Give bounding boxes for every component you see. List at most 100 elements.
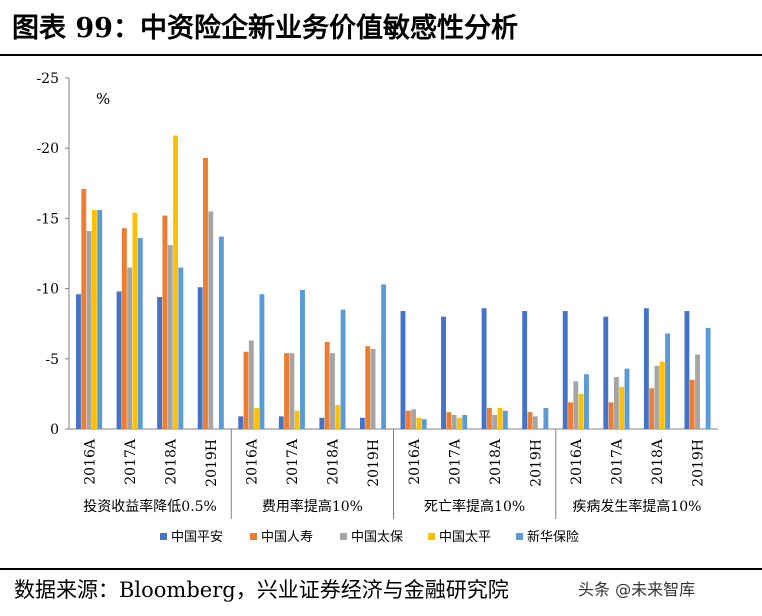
bar bbox=[203, 158, 208, 429]
bar bbox=[278, 416, 284, 429]
y-tick-label: -5 bbox=[45, 352, 59, 368]
bar bbox=[492, 414, 498, 429]
bar bbox=[197, 287, 203, 429]
bar bbox=[608, 402, 614, 429]
labels-layer: -25 -20 -15 -10 -5 0% 2016A 2017A 2018A 2019H 投资收益… bbox=[36, 71, 706, 515]
title-rule bbox=[0, 54, 762, 56]
category-label: 2019H bbox=[204, 439, 220, 487]
bar bbox=[568, 402, 573, 429]
bar bbox=[497, 407, 503, 429]
legend-label: 中国太平 bbox=[439, 530, 491, 545]
bar bbox=[284, 353, 290, 429]
category-label: 2019H bbox=[691, 439, 707, 487]
source-rule bbox=[0, 568, 762, 570]
bar bbox=[289, 353, 295, 429]
bar bbox=[462, 414, 468, 429]
bar bbox=[502, 410, 508, 429]
bar bbox=[654, 365, 660, 429]
group-label: 投资收益率降低0.5% bbox=[83, 498, 217, 515]
bar bbox=[91, 209, 97, 429]
bar bbox=[446, 412, 452, 429]
bar bbox=[603, 316, 609, 429]
legend-swatch bbox=[340, 533, 347, 540]
watermark: 头条 @未来智库 bbox=[578, 580, 696, 599]
category-label: 2017A bbox=[285, 438, 301, 485]
bar bbox=[162, 215, 168, 429]
bar bbox=[178, 267, 184, 429]
legend-swatch bbox=[250, 533, 257, 540]
bar bbox=[643, 308, 649, 429]
y-tick-label: -20 bbox=[36, 141, 59, 157]
bar bbox=[421, 419, 427, 429]
legend-label: 中国人寿 bbox=[261, 530, 313, 545]
category-label: 2016A bbox=[245, 438, 261, 485]
bar bbox=[238, 416, 244, 429]
group-label: 疾病发生率提高10% bbox=[572, 498, 701, 515]
bar bbox=[324, 341, 330, 429]
y-tick-label: -10 bbox=[36, 282, 59, 298]
bar bbox=[81, 188, 87, 429]
bar bbox=[370, 348, 376, 429]
bar bbox=[259, 294, 265, 429]
bar bbox=[619, 386, 625, 429]
legend-swatch bbox=[160, 533, 167, 540]
bar bbox=[340, 309, 346, 429]
bar bbox=[486, 407, 492, 429]
bar bbox=[705, 327, 711, 429]
bar bbox=[532, 416, 538, 429]
bar bbox=[573, 381, 579, 429]
y-tick-label: 0 bbox=[50, 422, 59, 438]
bar bbox=[248, 340, 254, 429]
bar bbox=[116, 291, 122, 429]
bar bbox=[335, 405, 341, 429]
bar bbox=[695, 354, 700, 429]
y-tick-label: -15 bbox=[36, 211, 59, 227]
unit-label: % bbox=[96, 90, 110, 108]
group-label: 费用率提高10% bbox=[262, 498, 363, 515]
bar bbox=[97, 209, 103, 429]
bar bbox=[405, 410, 411, 429]
bar bbox=[330, 353, 335, 429]
bar bbox=[167, 245, 173, 429]
bar bbox=[254, 407, 260, 429]
bar bbox=[578, 393, 584, 429]
category-label: 2017A bbox=[610, 438, 626, 485]
bar bbox=[381, 284, 387, 429]
bar bbox=[624, 368, 630, 429]
bar bbox=[451, 414, 457, 429]
bar bbox=[173, 135, 178, 429]
bar bbox=[522, 311, 528, 429]
bar bbox=[684, 311, 690, 429]
category-label: 2019H bbox=[529, 439, 545, 487]
legend-label: 中国平安 bbox=[171, 530, 223, 545]
bar bbox=[359, 417, 365, 429]
figure-title: 图表 99：中资险企新业务价值敏感性分析 bbox=[12, 13, 518, 44]
category-label: 2018A bbox=[650, 438, 666, 485]
bar bbox=[137, 238, 143, 429]
bar bbox=[243, 351, 249, 429]
category-label: 2016A bbox=[82, 438, 98, 485]
bar bbox=[294, 410, 300, 429]
bar bbox=[218, 236, 224, 429]
bar bbox=[527, 412, 533, 429]
category-label: 2016A bbox=[407, 438, 423, 485]
legend-label: 新华保险 bbox=[527, 529, 579, 545]
bar bbox=[411, 409, 417, 429]
bar bbox=[613, 377, 619, 429]
bar bbox=[416, 417, 422, 429]
bar bbox=[481, 308, 487, 429]
legend-label: 中国太保 bbox=[351, 530, 403, 545]
bar bbox=[689, 379, 695, 429]
bar bbox=[365, 346, 371, 429]
category-label: 2018A bbox=[163, 438, 179, 485]
legend-swatch bbox=[516, 533, 523, 540]
bar bbox=[583, 374, 589, 429]
bar bbox=[132, 212, 138, 429]
bar bbox=[659, 361, 665, 429]
bar bbox=[76, 294, 81, 429]
bar bbox=[400, 311, 406, 429]
bar bbox=[543, 407, 549, 429]
bar-chart: -25 -20 -15 -10 -5 0% 2016A 2017A 2018A 2019H 投资收益… bbox=[36, 71, 718, 545]
category-label: 2017A bbox=[447, 438, 463, 485]
legend: 中国平安 中国人寿 中国太保 中国太平 新华保险 bbox=[160, 529, 579, 545]
